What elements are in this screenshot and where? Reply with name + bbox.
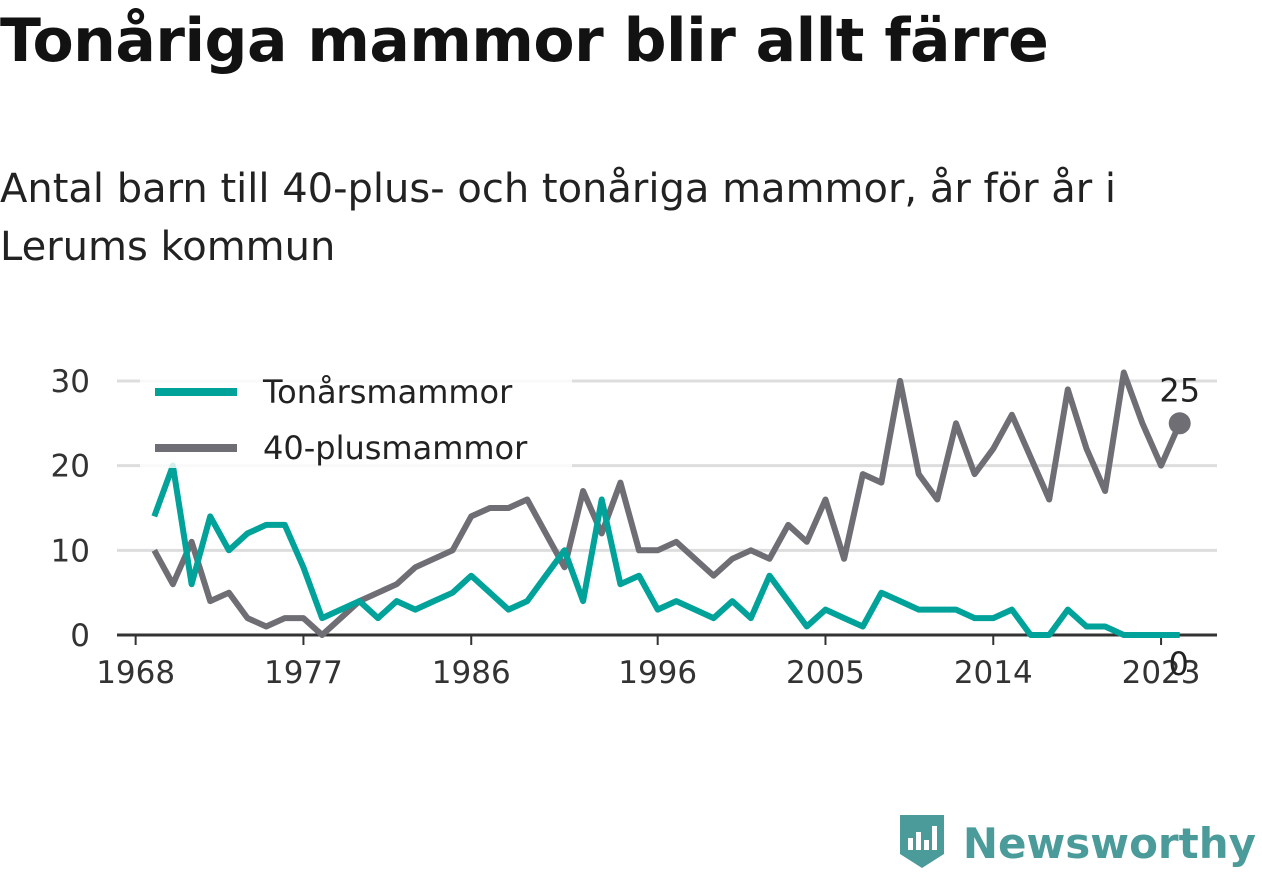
brand-name: Newsworthy [962,818,1256,868]
x-tick-label: 1968 [96,655,175,691]
chart-title: Tonåriga mammor blir allt färre [0,6,1049,76]
legend-label-teen: Tonårsmammor [262,373,513,411]
line-chart: 0 10 20 30 1968 1977 1986 1996 2005 2014 2023 Ton… [51,364,1217,691]
x-axis-ticks: 1968 1977 1986 1996 2005 2014 2023 [96,635,1201,691]
newsworthy-logo-icon [897,812,947,874]
y-tick-label: 0 [70,618,90,654]
x-tick-label: 1977 [264,655,343,691]
x-tick-label: 1986 [432,655,511,691]
x-tick-label: 1996 [618,655,697,691]
y-axis-ticks: 0 10 20 30 [51,364,90,654]
y-tick-label: 30 [51,364,90,400]
end-labels: 25 0 [1159,371,1200,683]
brand: Newsworthy [897,812,1256,874]
legend: Tonårsmammor 40-plusmammor [140,368,572,468]
y-tick-label: 20 [51,449,90,485]
end-label-teen: 0 [1169,645,1189,683]
series-line-teen [151,462,1180,638]
legend-label-plus40: 40-plusmammor [263,429,528,467]
series-line-plus40 [151,369,1183,638]
series-lines [151,369,1191,638]
x-tick-label: 2005 [786,655,865,691]
y-tick-label: 10 [51,533,90,569]
x-tick-label: 2014 [954,655,1033,691]
end-label-plus40: 25 [1159,371,1200,409]
chart-subtitle: Antal barn till 40-plus- och tonåriga ma… [0,166,1117,270]
end-point-plus40 [1168,412,1191,435]
x-tick-label: 2023 [1122,655,1201,691]
